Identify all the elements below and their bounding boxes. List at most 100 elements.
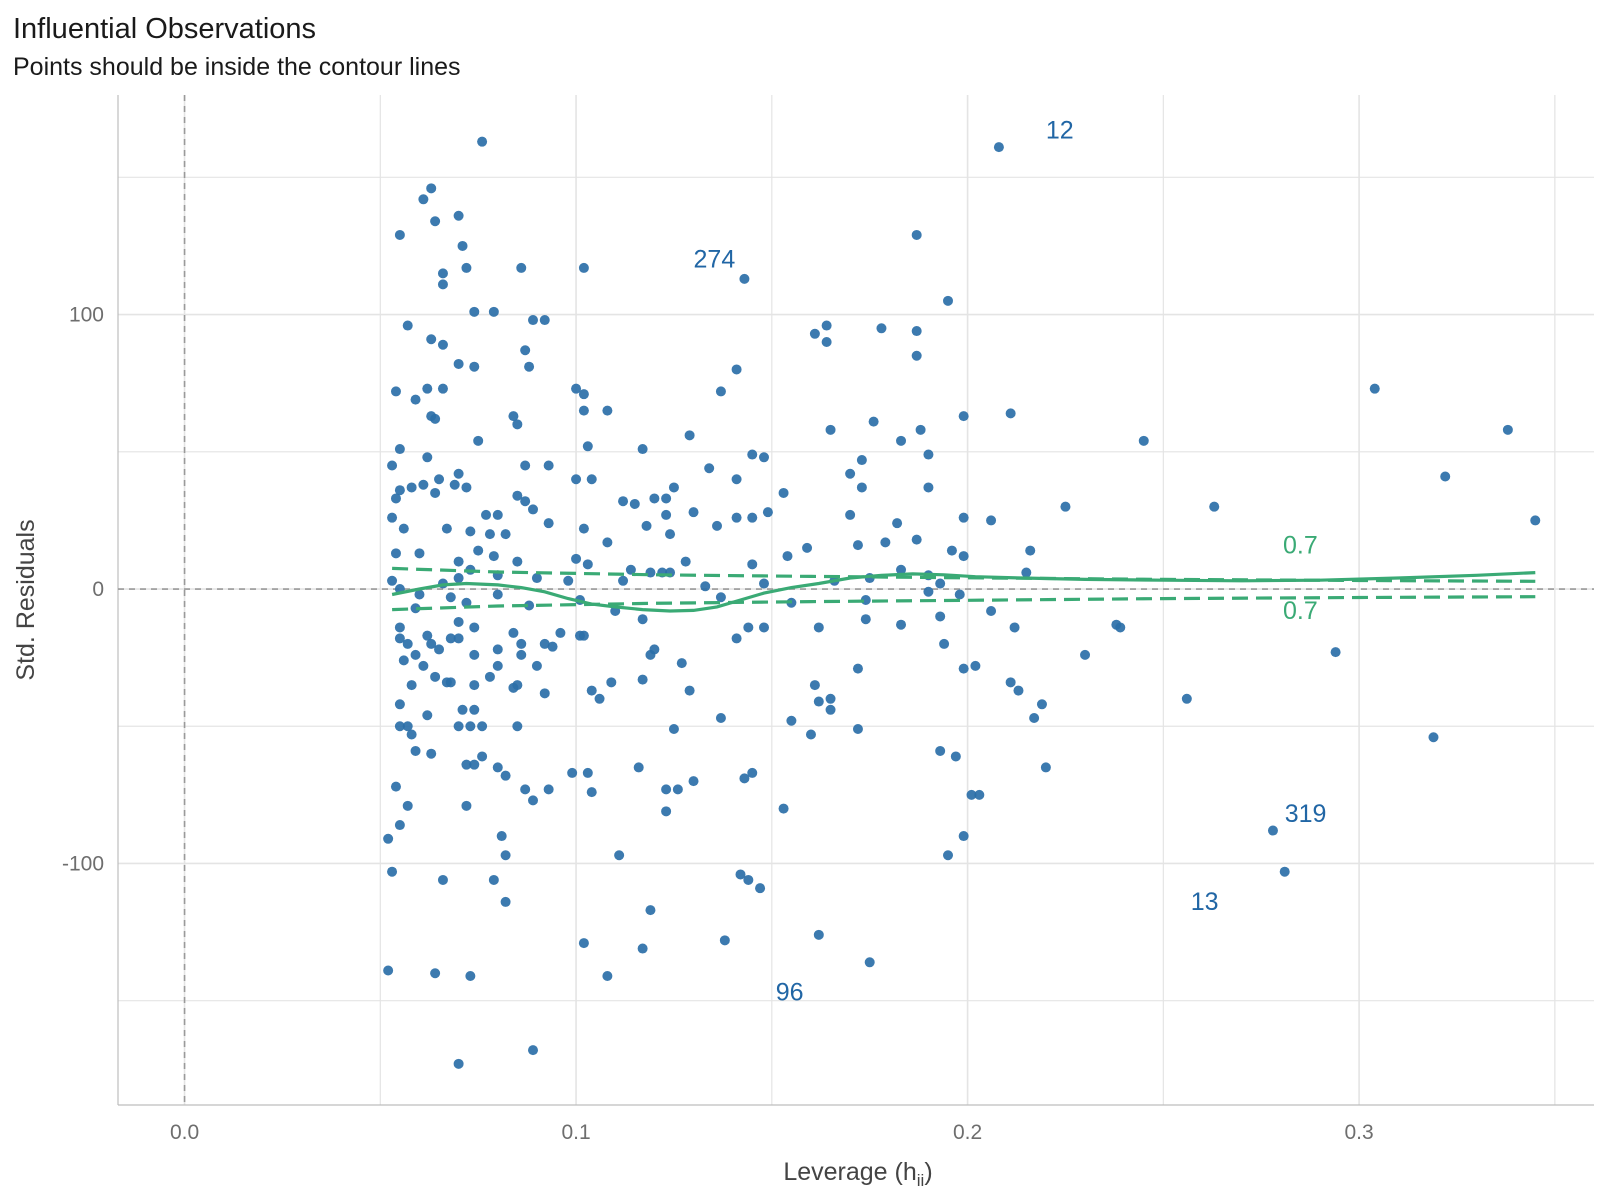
data-point xyxy=(856,455,867,466)
data-point xyxy=(586,685,597,696)
data-point xyxy=(500,850,511,861)
data-point xyxy=(571,383,582,394)
data-point xyxy=(743,622,754,633)
data-point xyxy=(477,751,488,762)
data-point xyxy=(731,512,742,523)
data-point xyxy=(492,589,503,600)
data-point xyxy=(845,468,856,479)
data-point xyxy=(602,971,613,982)
data-point xyxy=(958,551,969,562)
data-point xyxy=(637,943,648,954)
data-point xyxy=(410,649,421,660)
data-point xyxy=(880,537,891,548)
x-tick-label: 0.3 xyxy=(1344,1121,1373,1144)
data-point xyxy=(684,685,695,696)
data-point xyxy=(1025,545,1036,556)
data-point xyxy=(469,361,480,372)
data-point xyxy=(629,498,640,509)
data-point xyxy=(477,136,488,147)
chart-subtitle: Points should be inside the contour line… xyxy=(13,53,461,81)
data-point xyxy=(1209,501,1220,512)
data-point xyxy=(825,704,836,715)
data-point xyxy=(449,479,460,490)
data-point xyxy=(473,545,484,556)
data-point xyxy=(618,575,629,586)
data-point xyxy=(441,523,452,534)
data-point xyxy=(719,935,730,946)
data-point xyxy=(911,350,922,361)
contour-label: 0.7 xyxy=(1283,597,1318,625)
data-point xyxy=(426,183,437,194)
data-point xyxy=(813,696,824,707)
data-point xyxy=(747,512,758,523)
data-point xyxy=(453,573,464,584)
data-point xyxy=(543,518,554,529)
data-point xyxy=(512,721,523,732)
data-point xyxy=(747,449,758,460)
data-point xyxy=(406,680,417,691)
data-point xyxy=(821,320,832,331)
data-point xyxy=(935,745,946,756)
data-point xyxy=(528,795,539,806)
data-point xyxy=(582,441,593,452)
data-point xyxy=(434,474,445,485)
data-point xyxy=(461,597,472,608)
data-point xyxy=(602,405,613,416)
data-point xyxy=(958,512,969,523)
data-point xyxy=(864,957,875,968)
data-point xyxy=(578,938,589,949)
data-point xyxy=(1440,471,1451,482)
data-point xyxy=(665,529,676,540)
data-point xyxy=(618,496,629,507)
data-point xyxy=(430,671,441,682)
data-point xyxy=(1060,501,1071,512)
data-point xyxy=(531,573,542,584)
data-point xyxy=(1369,383,1380,394)
data-point xyxy=(453,616,464,627)
chart-title: Influential Observations xyxy=(13,13,316,45)
data-point xyxy=(387,512,398,523)
data-point xyxy=(845,509,856,520)
data-point xyxy=(406,729,417,740)
data-point xyxy=(516,638,527,649)
data-point xyxy=(500,770,511,781)
data-point xyxy=(911,326,922,337)
data-point xyxy=(512,419,523,430)
data-point xyxy=(524,361,535,372)
data-point xyxy=(943,850,954,861)
data-point xyxy=(547,641,558,652)
data-point xyxy=(758,622,769,633)
data-point xyxy=(410,603,421,614)
data-point xyxy=(1040,762,1051,773)
data-point xyxy=(892,518,903,529)
data-point xyxy=(782,551,793,562)
data-point xyxy=(516,262,527,273)
data-point xyxy=(915,424,926,435)
data-point xyxy=(508,682,519,693)
data-point xyxy=(418,479,429,490)
data-point xyxy=(715,592,726,603)
data-point xyxy=(488,306,499,317)
data-point xyxy=(453,468,464,479)
data-point xyxy=(958,411,969,422)
data-point xyxy=(418,194,429,205)
data-point xyxy=(398,523,409,534)
data-point xyxy=(935,611,946,622)
data-point xyxy=(954,589,965,600)
data-point xyxy=(437,339,448,350)
point-label: 13 xyxy=(1191,888,1219,916)
data-point xyxy=(516,649,527,660)
data-point xyxy=(492,644,503,655)
smooth-line xyxy=(391,571,1536,613)
data-point xyxy=(402,638,413,649)
data-point xyxy=(923,586,934,597)
data-point xyxy=(500,529,511,540)
data-point xyxy=(473,435,484,446)
data-point xyxy=(484,529,495,540)
data-point xyxy=(712,520,723,531)
data-point xyxy=(461,482,472,493)
data-point xyxy=(582,767,593,778)
data-point xyxy=(637,674,648,685)
data-point xyxy=(469,704,480,715)
